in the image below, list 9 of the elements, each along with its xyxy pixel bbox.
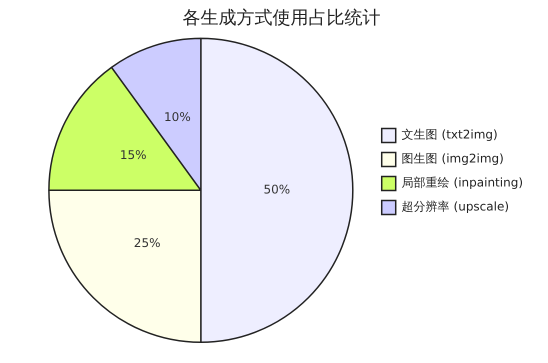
chart-title: 各生成方式使用占比统计 [182,7,380,28]
data-label: 15% [120,148,146,162]
data-label: 10% [164,110,191,124]
legend-label: 文生图 (txt2img) [402,128,498,142]
data-label: 50% [263,182,290,196]
legend-label: 图生图 (img2img) [402,152,504,166]
legend-label: 超分辨率 (upscale) [402,200,510,214]
legend-label: 局部重绘 (inpainting) [402,176,524,190]
data-label: 25% [134,236,160,250]
